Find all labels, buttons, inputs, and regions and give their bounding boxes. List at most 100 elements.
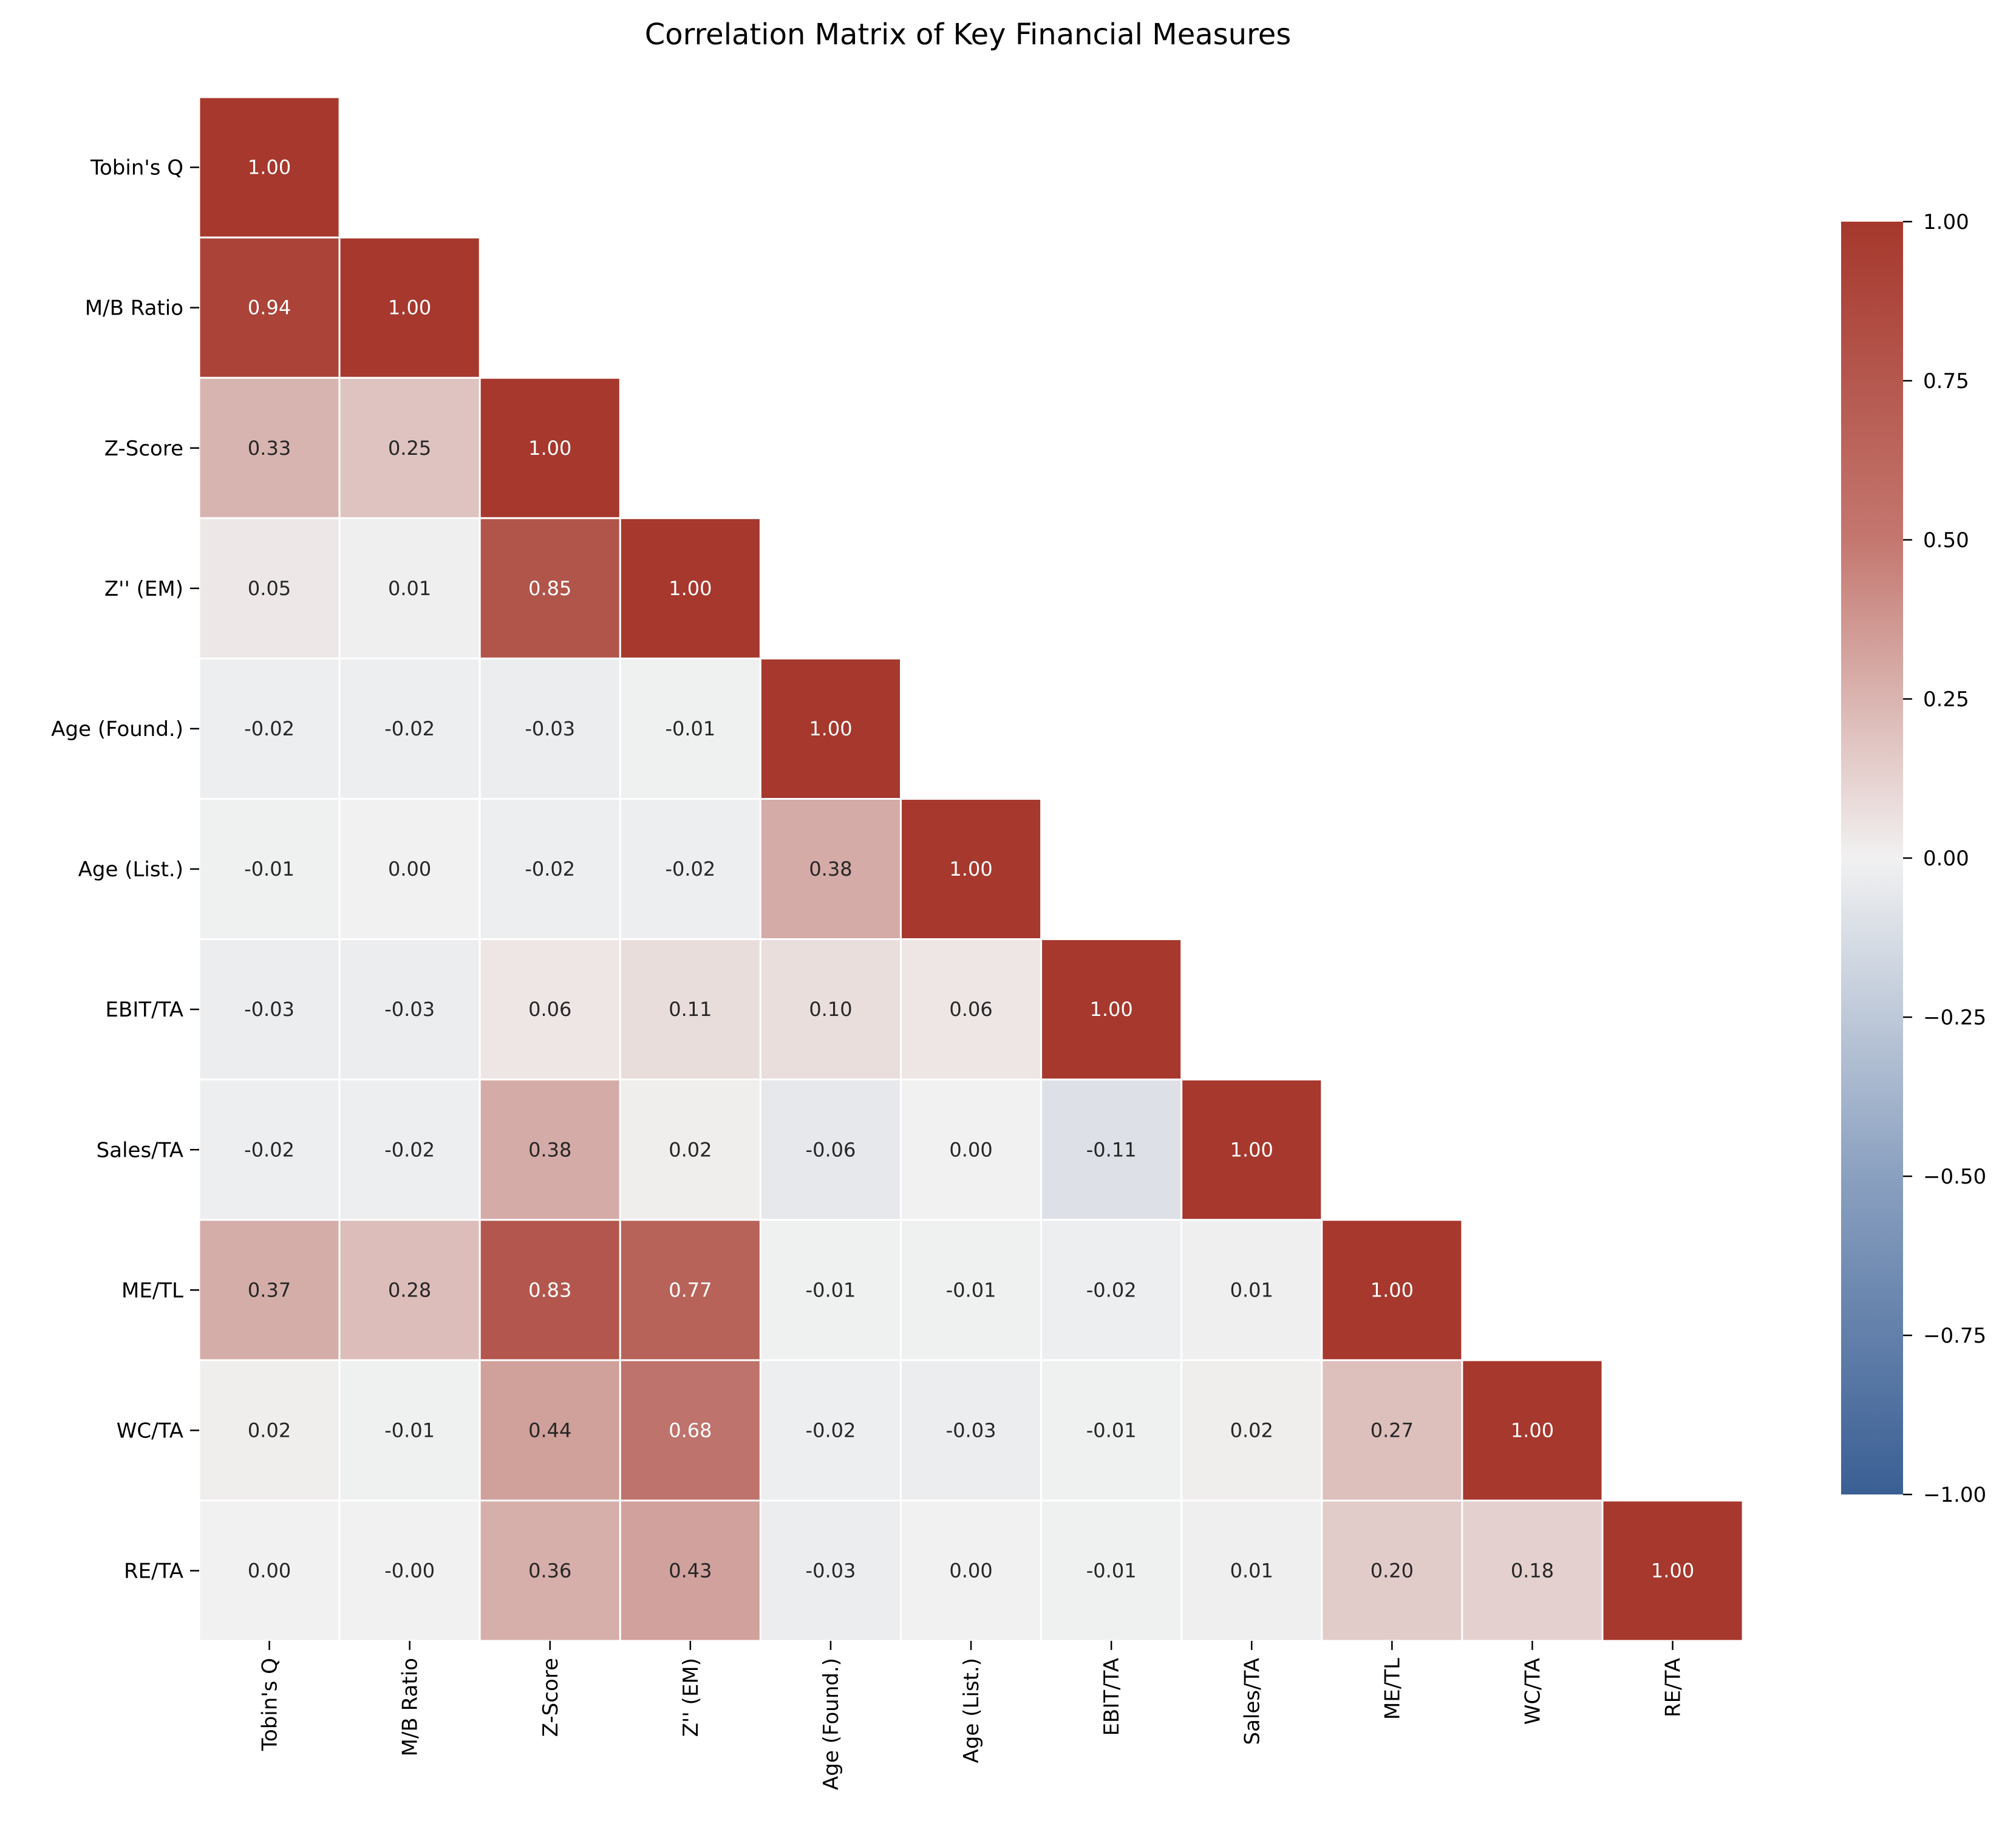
cell-value-label: -0.02 [384,1138,435,1161]
heatmap-cell [478,1078,621,1221]
cell-value-label: -0.03 [525,717,575,740]
heatmap-cell [338,1219,481,1361]
cell-value-label: 0.83 [528,1278,571,1301]
colorbar-tick-label: 1.00 [1923,210,1969,234]
heatmap-cell [338,657,481,800]
heatmap-cell [619,1359,761,1502]
x-tick-label: ME/TL [1380,1658,1405,1720]
cell-value-label: 0.02 [248,1419,291,1442]
heatmap-cell [338,1359,481,1502]
heatmap-cell [198,1499,341,1642]
heatmap-cell [478,657,621,800]
cell-value-label: -0.01 [665,717,715,740]
cell-value-label: 1.00 [1371,1278,1414,1301]
y-tick-label: M/B Ratio [85,296,183,321]
cell-value-label: -0.01 [1086,1559,1137,1583]
cell-value-label: 0.77 [669,1278,712,1301]
cell-value-label: 0.38 [809,857,852,881]
cell-value-label: 0.85 [528,577,571,600]
x-tick-label: Age (Found.) [819,1658,843,1790]
heatmap-cell [900,798,1043,941]
cell-value-label: 0.94 [248,296,291,319]
cell-value-label: -0.02 [244,1138,295,1161]
cell-value-label: 0.36 [528,1559,571,1583]
cell-value-label: 0.28 [388,1278,431,1301]
cell-value-label: 0.10 [809,998,852,1021]
cell-value-label: -0.02 [806,1419,856,1442]
heatmap-cell [198,96,341,239]
cell-value-label: -0.00 [384,1559,435,1583]
cell-value-label: -0.03 [384,998,435,1021]
y-tick-label: WC/TA [117,1419,183,1443]
y-tick-label: Z-Score [104,437,183,461]
cell-value-label: -0.02 [384,717,435,740]
heatmap-cell [759,798,902,941]
heatmap-cell [338,236,481,379]
heatmap-cell [478,1359,621,1502]
heatmap-cell [478,1219,621,1361]
colorbar-tick-label: −0.50 [1923,1165,1986,1189]
cell-value-label: 0.44 [528,1419,571,1442]
cell-value-label: -0.11 [1086,1138,1137,1161]
heatmap-cell [1180,1359,1323,1502]
heatmap-cell [198,236,341,379]
cell-value-label: 0.05 [248,577,291,600]
cell-value-label: -0.06 [806,1138,856,1161]
x-tick-label: Z'' (EM) [679,1658,703,1737]
heatmap-cell [338,377,481,519]
cell-value-label: -0.01 [244,857,295,881]
colorbar-tick-label: −1.00 [1923,1483,1986,1507]
cell-value-label: 0.00 [248,1559,291,1583]
heatmap-cell [1180,1078,1323,1221]
cell-value-label: -0.02 [244,717,295,740]
heatmap-cell [1321,1499,1463,1642]
heatmap-cell [759,1359,902,1502]
heatmap-cell [198,377,341,519]
cell-value-label: -0.03 [946,1419,996,1442]
heatmap-cell [478,798,621,941]
cell-value-label: 0.00 [949,1559,992,1583]
heatmap-cell [900,1499,1043,1642]
cell-value-label: -0.02 [1086,1278,1137,1301]
cell-value-label: 0.25 [388,437,431,460]
x-tick-label: EBIT/TA [1100,1658,1124,1736]
heatmap-cell [338,938,481,1081]
cell-value-label: -0.03 [806,1559,856,1583]
x-axis-tick-labels: Tobin's Q M/B Ratio Z-Score Z'' (EM) Age (Fo… [258,1641,1686,1790]
cell-value-label: 0.06 [949,998,992,1021]
heatmap-cell [478,377,621,519]
colorbar-tick-label: 0.25 [1923,687,1969,712]
colorbar-tick-label: −0.75 [1923,1324,1986,1348]
cell-value-label: -0.01 [384,1419,435,1442]
heatmap-cell [619,798,761,941]
cell-value-label: 0.01 [388,577,431,600]
heatmap-cell [619,1219,761,1361]
cell-value-label: 0.06 [528,998,571,1021]
heatmap-cell [759,657,902,800]
heatmap-cell [338,517,481,659]
heatmap-cell [1040,1219,1183,1361]
y-tick-label: EBIT/TA [106,998,183,1022]
heatmap-cell [1040,938,1183,1081]
cell-value-label: 0.18 [1511,1559,1554,1583]
x-tick-label: WC/TA [1521,1658,1545,1725]
colorbar: 1.00 0.75 0.50 0.25 0.00 −0.25 −0.50 −0.75 −1.00 [1841,210,1986,1507]
cell-value-label: -0.01 [946,1278,996,1301]
cell-value-label: 0.43 [669,1559,712,1583]
heatmap-cell [619,517,761,659]
cell-value-label: 1.00 [528,437,571,460]
cell-value-label: 0.00 [388,857,431,881]
cell-value-label: -0.01 [1086,1419,1137,1442]
cell-value-label: -0.02 [525,857,575,881]
heatmap-cell [338,798,481,941]
heatmap-cell [1601,1499,1744,1642]
cell-value-label: 0.02 [669,1138,712,1161]
cell-value-label: 1.00 [809,717,852,740]
heatmap-cell [198,1219,341,1361]
x-tick-label: Z-Score [539,1658,563,1737]
heatmap-cell [619,1499,761,1642]
cell-value-label: 1.00 [1090,998,1133,1021]
heatmap-cell [1321,1359,1463,1502]
cell-value-label: 1.00 [1651,1559,1694,1583]
